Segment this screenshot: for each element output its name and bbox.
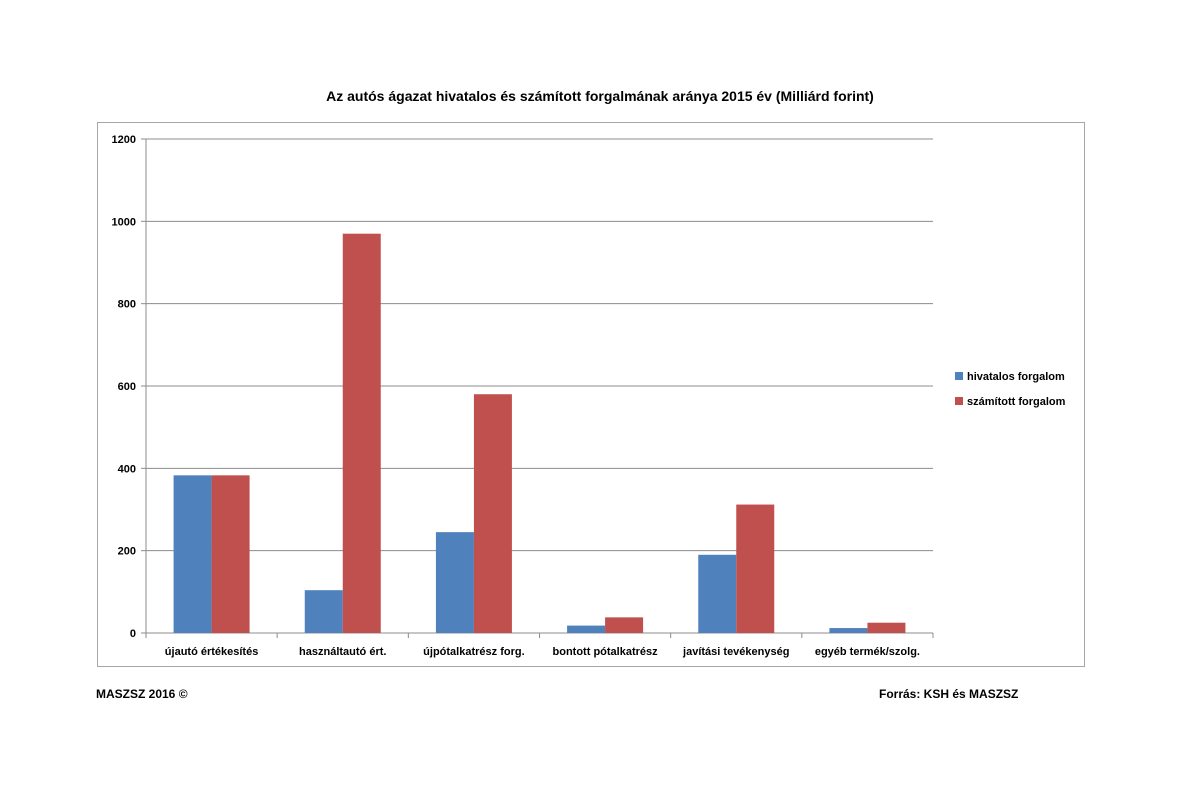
y-tick-label: 0	[130, 628, 136, 640]
chart-frame: 0 200 400 600 800 1000 1200 újautó értékesítés h…	[97, 122, 1085, 667]
bar	[605, 617, 644, 633]
bar	[567, 625, 606, 633]
legend-label: számított forgalom	[967, 396, 1066, 408]
y-tick-label: 400	[118, 463, 136, 475]
bar-chart: 0 200 400 600 800 1000 1200 újautó értékesítés h…	[112, 134, 1066, 658]
x-tick-label: újautó értékesítés	[165, 646, 259, 658]
y-tick-label: 1200	[112, 134, 136, 146]
y-tick-label: 1000	[112, 216, 136, 228]
x-tick-label: újpótalkatrész forg.	[423, 646, 524, 658]
bar	[473, 394, 512, 633]
x-tick-label: egyéb termék/szolg.	[815, 646, 920, 658]
legend-swatch	[955, 372, 963, 380]
bar	[829, 628, 868, 633]
x-tick-label: bontott pótalkatrész	[553, 646, 659, 658]
bar	[698, 554, 737, 633]
y-tick-label: 200	[118, 546, 136, 558]
bar	[435, 532, 474, 633]
chart-title: Az autós ágazat hivatalos és számított f…	[326, 88, 874, 104]
bar	[342, 233, 381, 633]
y-tick-label: 800	[118, 299, 136, 311]
footer-copyright: MASZSZ 2016 ©	[96, 687, 188, 701]
bar	[867, 622, 906, 633]
x-tick-label: javítási tevékenység	[682, 646, 789, 658]
bar	[736, 504, 775, 633]
legend-swatch	[955, 397, 963, 405]
y-tick-label: 600	[118, 381, 136, 393]
bar	[211, 475, 250, 633]
footer-source: Forrás: KSH és MASZSZ	[879, 687, 1019, 701]
x-tick-label: használtautó ért.	[299, 646, 386, 658]
bar	[304, 590, 343, 633]
bar	[173, 475, 212, 633]
legend-label: hivatalos forgalom	[967, 371, 1065, 383]
